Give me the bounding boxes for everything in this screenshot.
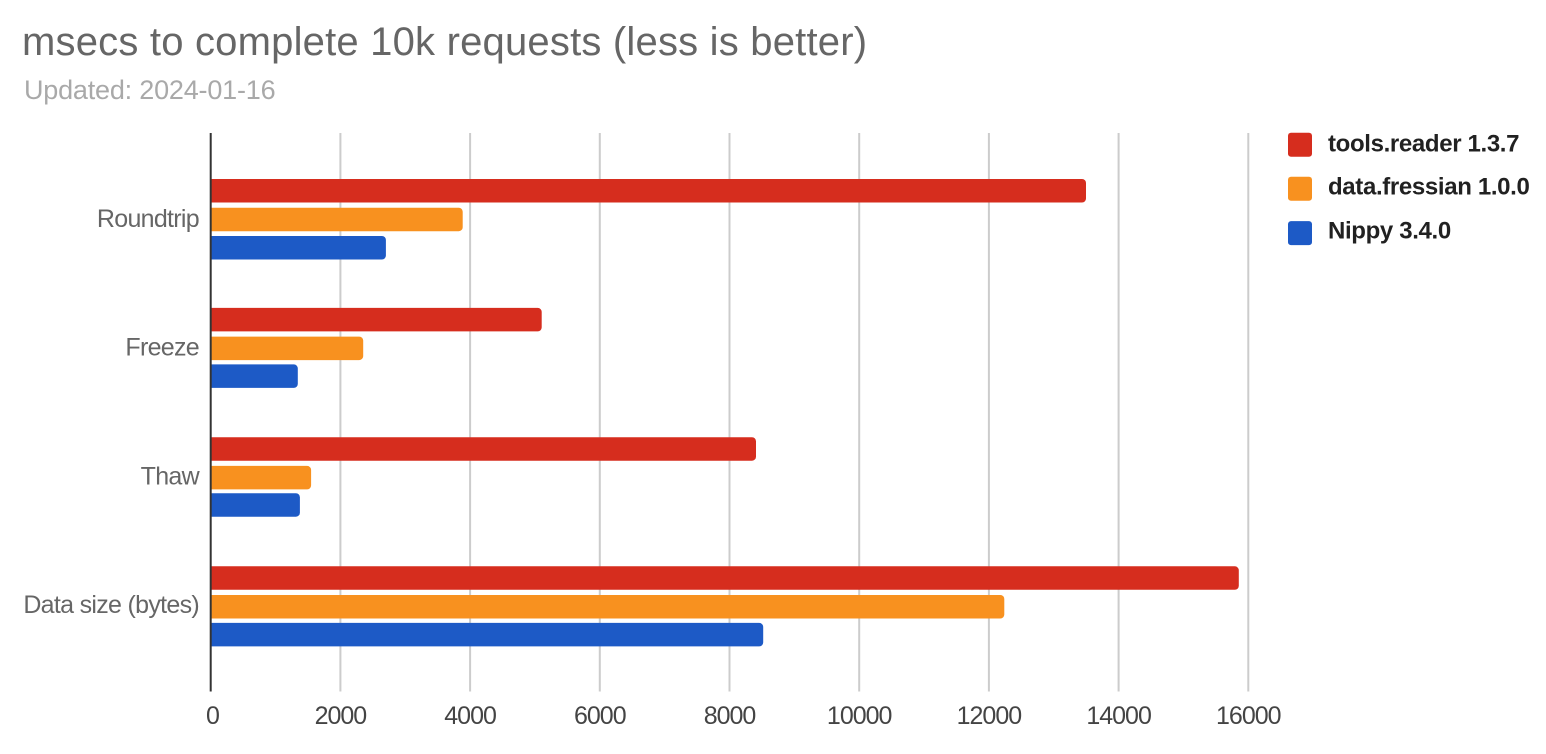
svg-text:Roundtrip: Roundtrip <box>97 205 199 233</box>
svg-text:12000: 12000 <box>957 702 1022 730</box>
svg-text:Thaw: Thaw <box>141 463 201 491</box>
svg-text:Updated: 2024-01-16: Updated: 2024-01-16 <box>24 75 275 105</box>
svg-text:6000: 6000 <box>574 702 626 730</box>
svg-text:tools.reader 1.3.7: tools.reader 1.3.7 <box>1328 131 1519 158</box>
svg-text:data.fressian 1.0.0: data.fressian 1.0.0 <box>1328 173 1529 200</box>
svg-text:14000: 14000 <box>1086 702 1151 730</box>
svg-text:msecs to complete 10k requests: msecs to complete 10k requests (less is … <box>22 20 867 64</box>
svg-text:Freeze: Freeze <box>125 334 199 362</box>
svg-text:10000: 10000 <box>827 702 892 730</box>
svg-text:16000: 16000 <box>1216 702 1281 730</box>
svg-text:Nippy 3.4.0: Nippy 3.4.0 <box>1328 218 1451 245</box>
svg-text:0: 0 <box>206 702 219 730</box>
svg-text:2000: 2000 <box>315 702 367 730</box>
svg-text:4000: 4000 <box>444 702 496 730</box>
svg-text:Data size (bytes): Data size (bytes) <box>23 591 199 619</box>
svg-text:8000: 8000 <box>704 702 756 730</box>
